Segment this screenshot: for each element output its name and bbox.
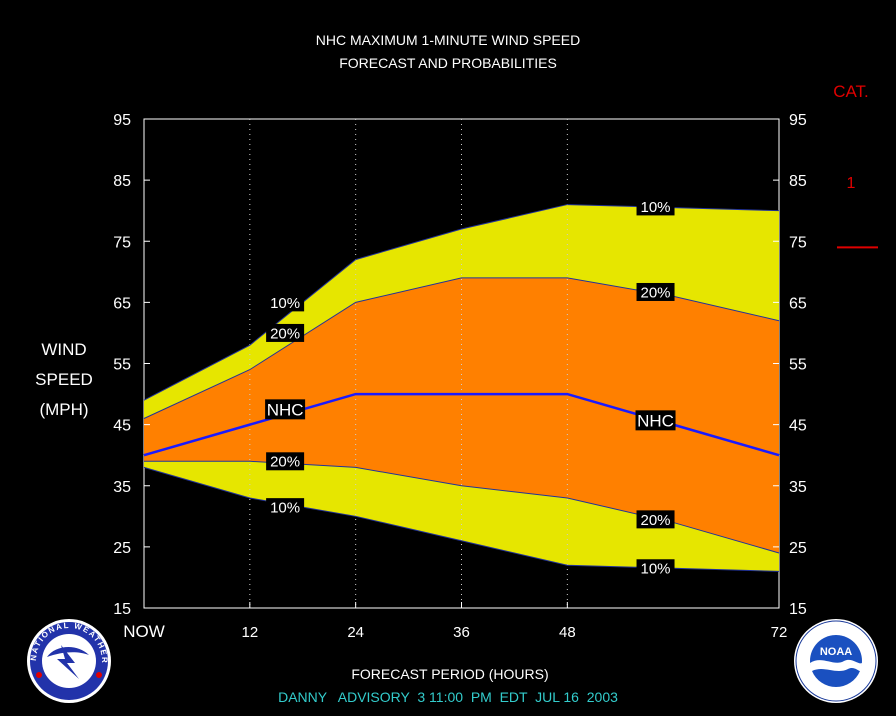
- y-tick-label: 85: [789, 173, 807, 190]
- y-tick-label: 85: [113, 173, 131, 190]
- y-tick-label: 75: [113, 234, 131, 251]
- series-label: 10%: [636, 559, 675, 578]
- svg-text:20%: 20%: [270, 454, 300, 471]
- titles: NHC MAXIMUM 1-MINUTE WIND SPEED FORECAST…: [316, 32, 580, 71]
- x-tick-label: 12: [241, 624, 258, 641]
- svg-text:20%: 20%: [270, 325, 300, 342]
- y-axis-left: 15 25 35 45 55 65 75 85 95: [113, 112, 150, 618]
- svg-text:NHC: NHC: [637, 411, 674, 430]
- x-tick-label: NOW: [123, 622, 165, 641]
- y-tick-label: 65: [113, 295, 131, 312]
- y-tick-label: 35: [113, 479, 131, 496]
- series-labels: 10% 10% 20% 20% NHC NHC 20% 20% 10% 10%: [265, 197, 676, 578]
- x-tick-label: 72: [771, 624, 788, 641]
- band-20-percent: [144, 277, 779, 553]
- nws-logo: NATIONAL WEATHER SERVICE: [27, 619, 111, 703]
- y-tick-label: 95: [789, 112, 807, 129]
- series-label: 20%: [636, 282, 675, 301]
- y-tick-label: 25: [113, 540, 131, 557]
- x-tick-label: 48: [559, 624, 576, 641]
- category-legend: CAT. 1: [833, 82, 878, 249]
- probability-bands: [144, 204, 779, 572]
- svg-text:20%: 20%: [641, 284, 671, 301]
- noaa-logo: NOAA: [794, 619, 878, 703]
- series-label: NHC: [635, 410, 676, 430]
- svg-text:10%: 10%: [641, 199, 671, 216]
- x-axis: NOW 12 24 36 48 72: [123, 602, 787, 641]
- svg-text:10%: 10%: [270, 295, 300, 312]
- y-axis-label-line-2: SPEED: [35, 370, 93, 389]
- category-1-label: 1: [847, 175, 856, 192]
- y-tick-label: 45: [113, 418, 131, 435]
- y-tick-label: 25: [789, 540, 807, 557]
- series-label: 10%: [266, 293, 305, 312]
- x-tick-label: 24: [347, 624, 364, 641]
- y-tick-label: 65: [789, 295, 807, 312]
- y-tick-label: 95: [113, 112, 131, 129]
- series-label: 10%: [636, 197, 675, 216]
- plot-area: 10% 10% 20% 20% NHC NHC 20% 20% 10% 10%: [143, 118, 780, 609]
- lightning-bolt-icon: [57, 645, 79, 679]
- y-axis-right: 15 25 35 45 55 65 75 85 95: [773, 112, 807, 618]
- series-label: NHC: [265, 399, 306, 419]
- y-tick-label: 45: [789, 418, 807, 435]
- y-tick-label: 15: [789, 601, 807, 618]
- y-tick-label: 75: [789, 234, 807, 251]
- series-label: 10%: [266, 498, 305, 517]
- chart-title: NHC MAXIMUM 1-MINUTE WIND SPEED: [316, 32, 580, 48]
- series-label: 20%: [266, 323, 305, 342]
- category-title: CAT.: [833, 82, 869, 101]
- svg-text:10%: 10%: [641, 561, 671, 578]
- advisory-footer: DANNY ADVISORY 3 11:00 PM EDT JUL 16 200…: [278, 689, 618, 705]
- y-axis-label-line-3: (MPH): [39, 400, 88, 419]
- y-tick-label: 15: [113, 601, 131, 618]
- svg-text:10%: 10%: [270, 500, 300, 517]
- svg-text:NHC: NHC: [267, 400, 304, 419]
- svg-text:20%: 20%: [641, 512, 671, 529]
- series-label: 20%: [266, 452, 305, 471]
- chart-subtitle: FORECAST AND PROBABILITIES: [339, 55, 557, 71]
- y-axis-label-line-1: WIND: [41, 340, 86, 359]
- y-tick-label: 55: [789, 357, 807, 374]
- noaa-logo-text: NOAA: [820, 646, 852, 658]
- x-axis-label: FORECAST PERIOD (HOURS): [351, 666, 548, 682]
- y-tick-label: 35: [789, 479, 807, 496]
- y-tick-label: 55: [113, 357, 131, 374]
- x-tick-label: 36: [453, 624, 470, 641]
- y-axis-title: WIND SPEED (MPH): [35, 340, 93, 419]
- series-label: 20%: [636, 510, 675, 529]
